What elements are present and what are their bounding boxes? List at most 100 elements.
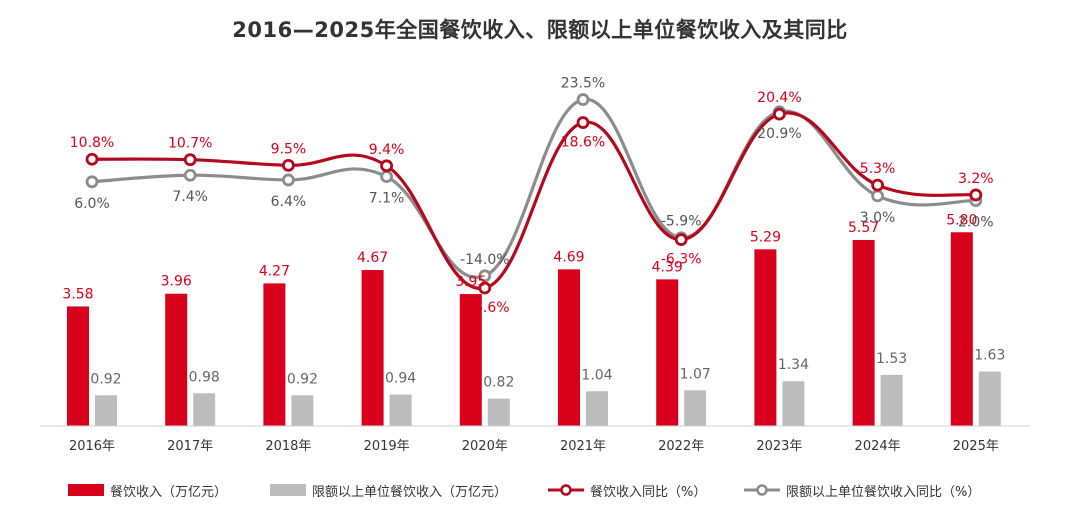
revenue-yoy-point xyxy=(281,158,295,172)
bar-above-limit-revenue xyxy=(487,398,510,426)
line-label-above-limit-yoy: -14.0% xyxy=(460,252,510,268)
x-tick-label: 2016年 xyxy=(69,439,115,454)
above-limit-yoy-point xyxy=(85,175,99,189)
bar-revenue xyxy=(165,293,188,426)
bar-revenue xyxy=(459,294,482,426)
x-tick-label: 2019年 xyxy=(364,439,410,454)
above-limit-yoy-point xyxy=(183,168,197,182)
legend-item-above-limit-revenue: 限额以上单位餐饮收入（万亿元） xyxy=(270,478,507,502)
line-label-revenue-yoy: -6.3% xyxy=(661,252,702,268)
bar-above-limit-revenue xyxy=(880,374,903,426)
bar-label-revenue: 3.95 xyxy=(455,274,486,290)
line-label-above-limit-yoy: 7.1% xyxy=(369,191,405,207)
legend: 餐饮收入（万亿元） 限额以上单位餐饮收入（万亿元） 餐饮收入同比（%） 限额以上… xyxy=(0,478,1080,502)
line-label-revenue-yoy: 10.7% xyxy=(168,136,212,152)
above-limit-yoy-point xyxy=(380,170,394,184)
revenue-yoy-point xyxy=(576,116,590,129)
above-limit-yoy-point xyxy=(576,93,590,106)
above-limit-yoy-point xyxy=(478,269,492,283)
above-limit-yoy-point xyxy=(281,173,295,187)
chart-title: 2016—2025年全国餐饮收入、限额以上单位餐饮收入及其同比 xyxy=(232,18,848,42)
line-label-revenue-yoy: 9.4% xyxy=(369,142,405,158)
bar-label-revenue: 5.29 xyxy=(750,229,781,245)
line-label-revenue-yoy: 18.6% xyxy=(561,135,605,151)
legend-item-revenue: 餐饮收入（万亿元） xyxy=(68,478,227,502)
revenue-yoy-line xyxy=(91,111,976,290)
bar-above-limit-revenue xyxy=(586,391,608,426)
x-tick-label: 2022年 xyxy=(658,439,704,454)
line-label-above-limit-yoy: 20.9% xyxy=(757,126,801,142)
bar-above-limit-revenue xyxy=(978,371,1001,426)
bar-revenue xyxy=(852,239,875,426)
line-label-above-limit-yoy: 6.4% xyxy=(271,194,307,210)
legend-label-above-limit-revenue: 限额以上单位餐饮收入（万亿元） xyxy=(312,484,508,500)
bar-label-above-limit-revenue: 0.92 xyxy=(90,371,121,387)
line-label-above-limit-yoy: 7.4% xyxy=(172,189,208,205)
bar-revenue xyxy=(656,279,679,426)
bar-label-above-limit-revenue: 1.53 xyxy=(876,351,907,367)
x-tick-label: 2024年 xyxy=(855,439,901,454)
bar-label-above-limit-revenue: 1.07 xyxy=(680,366,711,382)
bar-label-above-limit-revenue: 0.98 xyxy=(189,369,220,385)
line-label-revenue-yoy: -16.6% xyxy=(460,300,510,316)
bar-label-revenue: 4.39 xyxy=(652,259,683,275)
revenue-yoy-point xyxy=(183,153,197,167)
bar-revenue xyxy=(754,249,777,426)
bar-label-above-limit-revenue: 1.63 xyxy=(974,348,1005,364)
revenue-yoy-point xyxy=(674,233,688,247)
bar-label-above-limit-revenue: 1.34 xyxy=(778,357,809,373)
bar-revenue xyxy=(558,269,580,426)
line-label-revenue-yoy: 10.8% xyxy=(70,135,114,151)
legend-swatch-revenue-yoy xyxy=(548,484,584,496)
bar-revenue xyxy=(950,232,973,426)
bar-label-above-limit-revenue: 0.94 xyxy=(385,371,416,387)
legend-swatch-above-limit-yoy xyxy=(744,484,780,496)
bar-label-revenue: 4.67 xyxy=(357,250,388,266)
line-label-above-limit-yoy: 3.0% xyxy=(860,210,896,226)
bar-revenue xyxy=(361,270,384,426)
revenue-yoy-point xyxy=(871,178,884,192)
bar-above-limit-revenue xyxy=(782,381,805,426)
revenue-yoy-point xyxy=(773,107,786,121)
line-label-above-limit-yoy: -5.9% xyxy=(661,214,702,230)
revenue-yoy-point xyxy=(380,159,394,173)
bar-label-above-limit-revenue: 0.82 xyxy=(483,375,514,391)
line-label-revenue-yoy: 3.2% xyxy=(958,171,994,187)
revenue-yoy-point xyxy=(969,188,983,202)
line-label-above-limit-yoy: 2.0% xyxy=(958,215,994,231)
bar-label-revenue: 3.58 xyxy=(62,286,93,302)
bar-layer xyxy=(67,232,1001,426)
bar-above-limit-revenue xyxy=(95,395,117,426)
x-tick-label: 2017年 xyxy=(167,439,213,454)
x-tick-label: 2025年 xyxy=(953,439,999,454)
revenue-yoy-point xyxy=(478,281,492,295)
label-layer: 3.58 0.92 3.96 0.98 4.27 0.92 4.67 0.94 3.95 0.82… xyxy=(62,76,1005,391)
bar-above-limit-revenue xyxy=(291,395,314,426)
bar-label-revenue: 4.27 xyxy=(259,263,290,279)
x-tick-label: 2018年 xyxy=(265,439,311,454)
bar-above-limit-revenue xyxy=(389,394,412,426)
x-tick-label: 2020年 xyxy=(462,439,508,454)
x-axis: 2016年 2017年 2018年 2019年 2020年 2021年 2022年 2023年… xyxy=(40,425,1030,454)
above-limit-yoy-point xyxy=(871,189,884,203)
legend-label-above-limit-yoy: 限额以上单位餐饮收入同比（%） xyxy=(786,484,981,500)
line-label-above-limit-yoy: 23.5% xyxy=(561,76,605,92)
bar-label-revenue: 5.80 xyxy=(946,212,977,228)
line-label-revenue-yoy: 9.5% xyxy=(271,141,307,157)
legend-item-above-limit-yoy: 限额以上单位餐饮收入同比（%） xyxy=(744,478,980,502)
line-layer xyxy=(85,93,983,295)
bar-label-revenue: 5.57 xyxy=(848,220,879,236)
line-label-revenue-yoy: 5.3% xyxy=(860,161,896,177)
bar-above-limit-revenue xyxy=(193,393,216,426)
bar-label-above-limit-revenue: 1.04 xyxy=(581,367,612,383)
legend-swatch-revenue xyxy=(68,484,104,496)
revenue-yoy-point xyxy=(85,152,99,166)
legend-item-revenue-yoy: 餐饮收入同比（%） xyxy=(548,478,706,502)
bar-above-limit-revenue xyxy=(684,390,707,426)
legend-label-revenue: 餐饮收入（万亿元） xyxy=(110,484,228,500)
bar-revenue xyxy=(263,283,286,426)
x-tick-label: 2023年 xyxy=(756,439,802,454)
line-label-above-limit-yoy: 6.0% xyxy=(74,196,110,212)
line-label-revenue-yoy: 20.4% xyxy=(757,90,801,106)
